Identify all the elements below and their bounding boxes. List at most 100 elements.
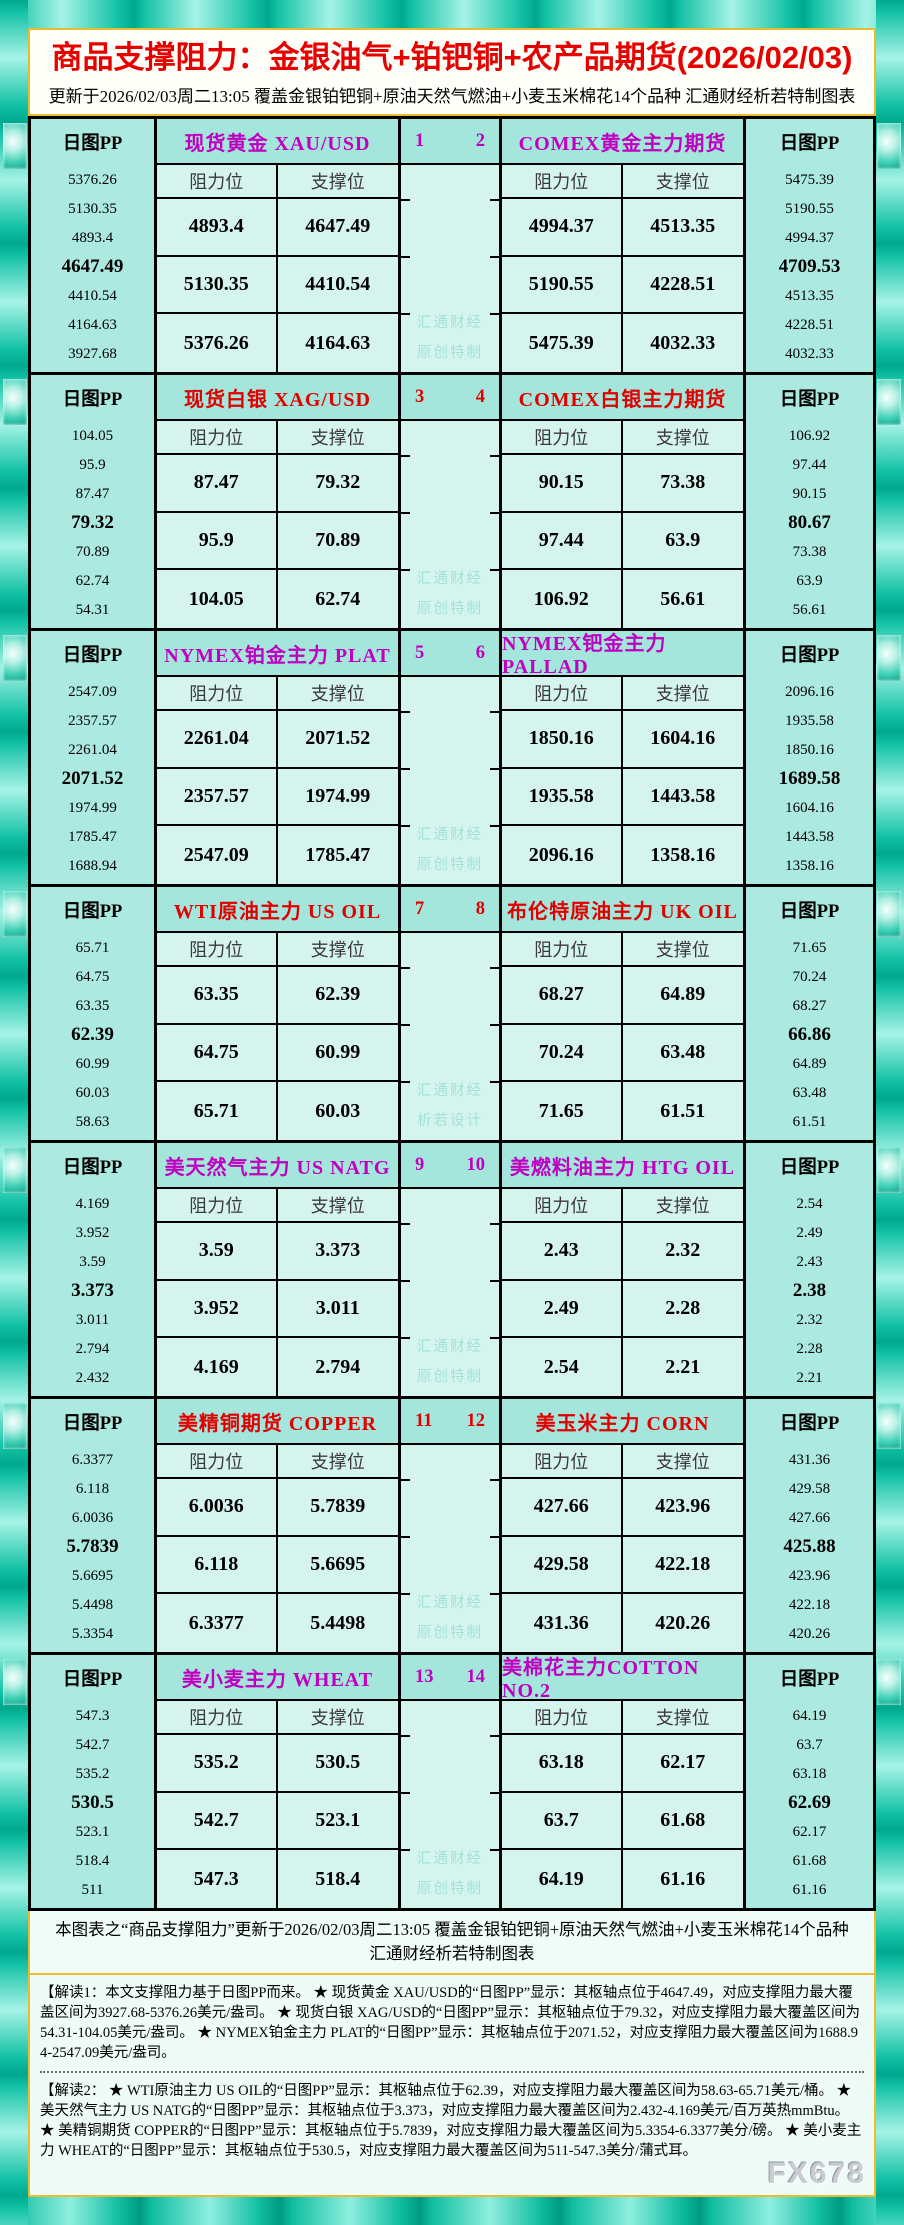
resistance-header: 阻力位 bbox=[502, 1189, 623, 1223]
pp-level: 4994.37 bbox=[785, 229, 834, 246]
resistance-header: 阻力位 bbox=[502, 1701, 623, 1735]
support-value: 5.4498 bbox=[310, 1611, 366, 1634]
watermark-area: 汇通财经 原创特制 bbox=[401, 1445, 499, 1652]
pp-level: 4513.35 bbox=[785, 287, 834, 304]
pp-level: 4164.63 bbox=[68, 316, 117, 333]
pp-column-header: 日图PP bbox=[779, 902, 840, 922]
watermark-line: 原创特制 bbox=[417, 1881, 483, 1897]
support-value: 61.51 bbox=[660, 1099, 706, 1122]
pp-pivot-level: 2.38 bbox=[792, 1279, 827, 1301]
support-header: 支撑位 bbox=[622, 165, 743, 199]
pp-level: 547.3 bbox=[75, 1707, 110, 1724]
block-index-band: 9 10 bbox=[401, 1143, 499, 1189]
pp-level: 104.05 bbox=[71, 427, 114, 444]
center-strip: 3 4 汇通财经 原创特制 bbox=[398, 375, 502, 628]
frame-gem-right bbox=[877, 1147, 901, 1193]
pp-level: 4228.51 bbox=[785, 316, 834, 333]
commodity-block: 日图PP 4.169 3.952 3.59 3.373 3.011 2.794 … bbox=[3, 1143, 901, 1399]
pp-level: 5.4498 bbox=[71, 1596, 114, 1613]
pp-level: 2096.16 bbox=[785, 683, 834, 700]
dotted-divider bbox=[40, 2071, 864, 2073]
watermark-area: 汇通财经 原创特制 bbox=[401, 677, 499, 884]
resistance-value: 431.36 bbox=[502, 1594, 623, 1652]
support-value: 63.9 bbox=[622, 513, 743, 571]
pp-level: 64.19 bbox=[792, 1707, 827, 1724]
resistance-value: 104.05 bbox=[157, 570, 278, 628]
pp-level: 1785.47 bbox=[68, 828, 117, 845]
resistance-header: 阻力位 bbox=[157, 165, 278, 199]
levels-table: 阻力位 支撑位 427.66 423.96 429.58 422.18 431.… bbox=[502, 1445, 743, 1652]
pp-level: 61.16 bbox=[792, 1881, 827, 1898]
watermark-area: 汇通财经 析若设计 bbox=[401, 933, 499, 1140]
pp-column-right: 日图PP 71.65 70.24 68.27 66.86 64.89 63.48… bbox=[743, 887, 873, 1140]
resistance-value: 63.35 bbox=[157, 967, 278, 1025]
pp-levels-right: 64.19 63.7 63.18 62.69 62.17 61.68 61.16 bbox=[746, 1701, 873, 1908]
support-value: 420.26 bbox=[655, 1611, 711, 1634]
frame-border-right bbox=[876, 0, 904, 2225]
support-value: 5.6695 bbox=[277, 1537, 398, 1595]
pp-level: 62.17 bbox=[792, 1823, 827, 1840]
watermark-line: 析若设计 bbox=[417, 1113, 483, 1129]
support-header: 支撑位 bbox=[277, 421, 398, 455]
frame-gem-left bbox=[3, 635, 27, 681]
instrument-left: WTI原油主力 US OIL 阻力位 支撑位 63.35 62.39 64.75… bbox=[157, 887, 398, 1140]
resistance-value: 5190.55 bbox=[502, 256, 623, 315]
instrument-right: COMEX黄金主力期货 阻力位 支撑位 4994.37 4513.35 5190… bbox=[502, 119, 743, 372]
support-value: 1358.16 bbox=[650, 843, 716, 866]
resistance-header: 阻力位 bbox=[157, 677, 278, 711]
resistance-value: 6.3377 bbox=[157, 1594, 278, 1652]
block-number-left: 11 bbox=[415, 1410, 433, 1431]
resistance-value: 95.9 bbox=[157, 512, 278, 571]
pp-column-header: 日图PP bbox=[62, 1414, 123, 1434]
resistance-value: 5475.39 bbox=[502, 314, 623, 372]
support-value: 423.96 bbox=[622, 1479, 743, 1537]
pp-level: 1974.99 bbox=[68, 799, 117, 816]
pp-level: 2357.57 bbox=[68, 712, 117, 729]
watermark-line: 汇通财经 bbox=[417, 1083, 483, 1099]
footer-note: 本图表之“商品支撑阻力”更新于2026/02/03周二13:05 覆盖金银铂钯铜… bbox=[28, 1911, 876, 1975]
watermark-area: 汇通财经 原创特制 bbox=[401, 165, 499, 372]
pp-column-left: 日图PP 65.71 64.75 63.35 62.39 60.99 60.03… bbox=[31, 887, 157, 1140]
resistance-value: 6.118 bbox=[157, 1536, 278, 1595]
support-header: 支撑位 bbox=[622, 1701, 743, 1735]
block-number-right: 6 bbox=[475, 642, 485, 663]
page-subtitle: 更新于2026/02/03周二13:05 覆盖金银铂钯铜+原油天然气燃油+小麦玉… bbox=[48, 87, 856, 106]
pp-levels-left: 4.169 3.952 3.59 3.373 3.011 2.794 2.432 bbox=[31, 1189, 154, 1396]
support-value: 4164.63 bbox=[305, 331, 371, 354]
watermark-line: 原创特制 bbox=[417, 1369, 483, 1385]
pp-level: 73.38 bbox=[792, 543, 827, 560]
pp-level: 5.6695 bbox=[71, 1567, 114, 1584]
resistance-value: 427.66 bbox=[502, 1479, 623, 1537]
instrument-right: 布伦特原油主力 UK OIL 阻力位 支撑位 68.27 64.89 70.24… bbox=[502, 887, 743, 1140]
block-number-left: 13 bbox=[415, 1666, 434, 1687]
instrument-title: 美玉米主力 CORN bbox=[502, 1399, 743, 1445]
resistance-value: 5130.35 bbox=[157, 256, 278, 315]
pp-pivot-level: 3.373 bbox=[71, 1279, 114, 1301]
levels-table: 阻力位 支撑位 68.27 64.89 70.24 63.48 71.65 61… bbox=[502, 933, 743, 1140]
watermark-line: 原创特制 bbox=[417, 345, 483, 361]
center-strip: 9 10 汇通财经 原创特制 bbox=[398, 1143, 502, 1396]
resistance-value: 1935.58 bbox=[502, 768, 623, 827]
support-value: 61.68 bbox=[622, 1793, 743, 1851]
pp-column-header: 日图PP bbox=[779, 646, 840, 666]
pp-level: 431.36 bbox=[788, 1451, 831, 1468]
pp-level: 2.21 bbox=[796, 1369, 823, 1386]
pp-column-left: 日图PP 104.05 95.9 87.47 79.32 70.89 62.74… bbox=[31, 375, 157, 628]
resistance-value: 71.65 bbox=[502, 1082, 623, 1140]
pp-level: 3.952 bbox=[75, 1224, 110, 1241]
pp-level: 70.89 bbox=[75, 543, 110, 560]
instrument-left: 美小麦主力 WHEAT 阻力位 支撑位 535.2 530.5 542.7 52… bbox=[157, 1655, 398, 1908]
pp-level: 4893.4 bbox=[71, 229, 114, 246]
support-value: 523.1 bbox=[277, 1793, 398, 1851]
instrument-title: 美精铜期货 COPPER bbox=[157, 1399, 398, 1445]
pp-level: 5130.35 bbox=[68, 200, 117, 217]
frame-gem-right bbox=[877, 1403, 901, 1449]
pp-column-left: 日图PP 4.169 3.952 3.59 3.373 3.011 2.794 … bbox=[31, 1143, 157, 1396]
watermark-line: 汇通财经 bbox=[417, 315, 483, 331]
resistance-value: 64.19 bbox=[502, 1850, 623, 1908]
support-value: 60.03 bbox=[315, 1099, 361, 1122]
resistance-header: 阻力位 bbox=[157, 421, 278, 455]
instrument-title: NYMEX铂金主力 PLAT bbox=[157, 631, 398, 677]
pp-level: 422.18 bbox=[788, 1596, 831, 1613]
interpretation-2: 【解读2： ★ WTI原油主力 US OIL的“日图PP”显示：其枢轴点位于62… bbox=[40, 2083, 862, 2159]
